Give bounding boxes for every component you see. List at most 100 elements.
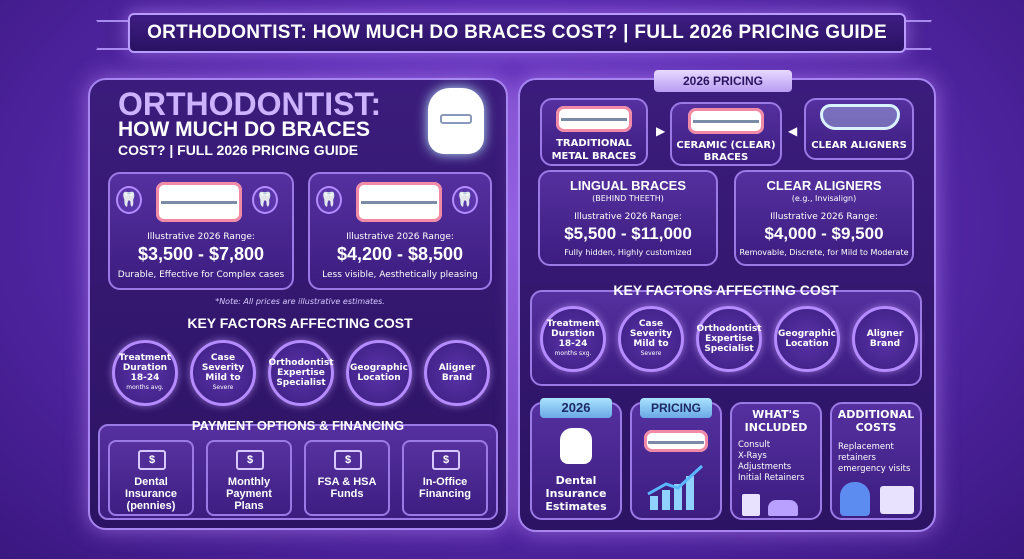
factor-line1: Orthodontist [268,358,334,368]
aligners-title: CLEAR ALIGNERS [766,178,882,193]
factor-line1: Orthodontist [696,324,762,334]
factor-line2: Durstion [551,329,595,339]
braces-tooth-mascot-icon [428,88,484,154]
additional-title-l2: COSTS [855,421,897,434]
payment-option-2: $ FSA & HSA Funds [304,440,390,516]
tooth-icon: 🦷 [116,186,142,214]
right-factor-0: Treatment Durstion 18-24 months sxg. [540,306,606,372]
aligners-card [734,170,914,266]
additional-item: Replacement [838,442,894,452]
dollar-bill-icon: $ [334,450,362,470]
type-aligners-l1: CLEAR ALIGNERS [811,140,907,151]
left-factors-title: KEY FACTORS AFFECTING COST [187,315,413,331]
price-card-ceramic-label: Illustrative 2026 Range: [346,232,454,242]
ceramic-braces-teeth-image [688,108,764,134]
type-metal-l1: TRADITIONAL [556,138,632,149]
aligners-sub: (e.g., Invisalign) [791,194,857,203]
left-title-line2: HOW MUCH DO BRACES [118,118,370,141]
factor-line4: Severe [212,384,234,391]
payment-line1: Dental [134,476,168,488]
payment-line2: Financing [419,488,471,500]
factor-line1: Geographic [350,363,408,373]
price-card-ceramic-range: $4,200 - $8,500 [336,244,464,264]
metal-braces-teeth-image [556,106,632,132]
lingual-sub: (BEHIND THEETH) [592,194,664,203]
payment-line1: Monthly [227,476,271,488]
payment-option-3: $ In-Office Financing [402,440,488,516]
left-title-line3: COST? | FULL 2026 PRICING GUIDE [118,142,359,158]
tooth-icon: $ [138,450,166,470]
pricing-chart-tab: PRICING [640,398,712,418]
chevron-right-icon: ▶ [656,124,666,138]
title-banner: ORTHODONTIST: HOW MUCH DO BRACES COST? |… [128,13,906,53]
banner-title: ORTHODONTIST: HOW MUCH DO BRACES COST? |… [147,22,887,43]
people-icon [768,500,798,516]
factor-line3: Mild to [205,373,241,383]
cash-icon: $ [432,450,460,470]
factor-line4: months avg. [126,384,164,391]
rising-bar-chart-icon [647,464,704,510]
price-card-metal-label: Illustrative 2026 Range: [147,232,255,242]
tooth-icon: 🦷 [316,186,342,214]
right-factor-2: Orthodontist Expertise Specialist [696,306,762,372]
payment-line1: In-Office [422,476,468,488]
factor-line1: Geographic [778,329,836,339]
factor-line3: 18-24 [558,339,588,349]
factor-line3: 18-24 [130,373,160,383]
factor-line3: Specialist [276,378,326,388]
additional-item: retainers [838,453,876,463]
factor-line4: months sxg. [554,350,592,357]
factor-line2: Expertise [277,368,325,378]
included-item: X-Rays [738,451,767,461]
factor-line4: Severe [640,350,662,357]
factor-line2: Location [785,339,829,349]
tooth-icon: 🦷 [452,186,478,214]
factor-line1: Aligner [438,363,476,373]
payment-line1: FSA & HSA [317,476,377,488]
lingual-range-label: Illustrative 2026 Range: [574,212,682,222]
metal-braces-teeth-image [156,182,242,222]
right-factors-title: KEY FACTORS AFFECTING COST [613,282,839,298]
pricing-tab: 2026 PRICING [654,70,792,92]
factor-line2: Severity [629,329,673,339]
factor-line1: Aligner [866,329,904,339]
additional-item: emergency visits [838,464,911,474]
aligners-desc: Removable, Discrete, for Mild to Moderat… [739,248,909,257]
payment-line2: Payment [226,488,272,500]
checklist-icon [742,494,760,516]
insurance-l1: Dental [555,474,597,487]
factor-line1: Treatment [546,319,600,329]
included-item: Consult [738,440,771,450]
payment-line2: Funds [330,488,364,500]
doctor-icon [840,482,870,516]
right-factor-4: Aligner Brand [852,306,918,372]
payment-line2: Insurance [125,488,177,500]
tooth-icon: 🦷 [252,186,278,214]
insurance-l2: Insurance [545,487,607,500]
aligners-range: $4,000 - $9,500 [764,224,884,243]
payment-option-0: $ Dental Insurance (pennies) [108,440,194,516]
right-factor-1: Case Severity Mild to Severe [618,306,684,372]
factor-line2: Brand [441,373,473,383]
price-card-metal-range: $3,500 - $7,800 [137,244,265,264]
payment-option-1: $ Monthly Payment Plans [206,440,292,516]
calendar-icon: $ [236,450,264,470]
factor-line2: Duration [122,363,168,373]
factor-line3: Mild to [633,339,669,349]
type-metal-l2: METAL BRACES [551,151,637,162]
factor-line1: Case [210,353,236,363]
left-factor-0: Treatment Duration 18-24 months avg. [112,340,178,406]
chevron-left-icon: ◀ [788,124,798,138]
payment-line3: (pennies) [126,500,176,512]
payment-line3: Plans [234,500,264,512]
payment-title: PAYMENT OPTIONS & FINANCING [191,418,405,433]
price-card-ceramic-desc: Less visible, Aesthetically pleasing [322,270,478,280]
tooth-icon [560,428,592,464]
type-ceramic-l1: CERAMIC (CLEAR) [676,140,776,151]
clear-aligner-image [820,104,900,130]
aligners-range-label: Illustrative 2026 Range: [770,212,878,222]
left-factor-2: Orthodontist Expertise Specialist [268,340,334,406]
included-item: Initial Retainers [738,473,805,483]
price-note: *Note: All prices are illustrative estim… [215,297,385,306]
calendar-chart-icon [880,486,914,514]
